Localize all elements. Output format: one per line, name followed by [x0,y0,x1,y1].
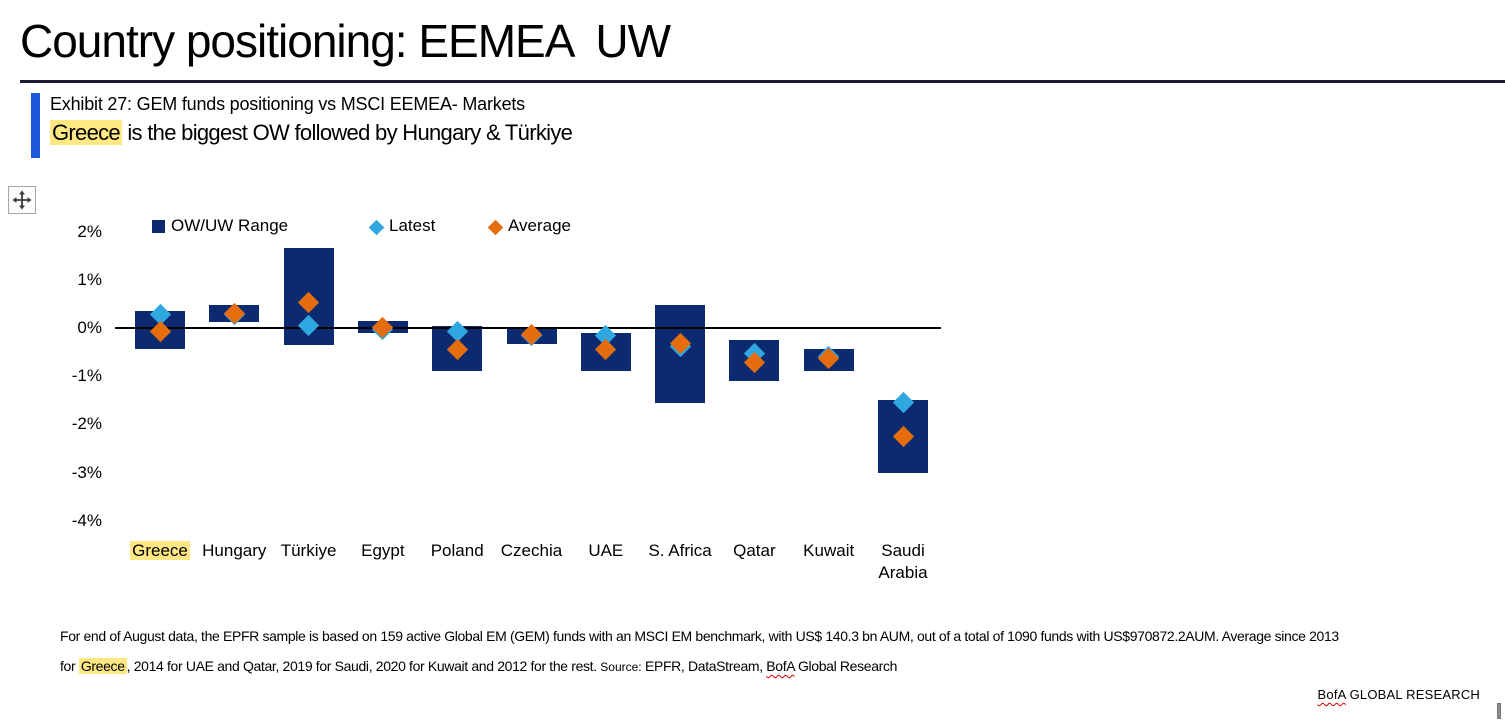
category-label: Türkiye [280,541,337,560]
page-title: Country positioning: EEMEA UW [20,15,671,67]
source-text: EPFR, DataStream, [644,658,767,674]
footnote-highlight: Greece [78,658,127,674]
exhibit-accent-bar [31,93,40,158]
y-axis-tick: 1% [77,269,102,289]
source-bofa: BofA [766,658,795,674]
move-handle[interactable] [8,186,36,214]
branding-rest: GLOBAL RESEARCH [1345,687,1480,702]
footnote-line2: for Greece, 2014 for UAE and Qatar, 2019… [60,657,897,676]
category-label: Saudi Arabia [878,541,928,582]
subtitle-rest: is the biggest OW followed by Hungary & … [121,120,573,145]
branding: BofA GLOBAL RESEARCH [1318,687,1480,702]
footnote-line1: For end of August data, the EPFR sample … [60,628,1339,644]
legend-label-average: Average [508,216,572,235]
y-axis-tick: -4% [71,510,102,530]
y-axis-tick: -2% [71,414,102,434]
category-label: Qatar [733,541,776,560]
category-label: Egypt [361,541,405,560]
average-marker [372,316,394,338]
y-axis-tick: -3% [71,462,102,482]
category-label: Poland [430,541,484,560]
legend-swatch-average [487,219,504,236]
move-arrows-icon [11,189,33,211]
footnote-text: , 2014 for UAE and Qatar, 2019 for Saudi… [126,658,601,674]
y-axis-tick: 2% [77,221,102,241]
legend-label-latest: Latest [389,216,436,235]
scrollbar-icon[interactable] [1497,703,1501,719]
legend-label-range: OW/UW Range [171,216,289,235]
chart-area: OW/UW Range Latest Average 2% 1% 0% -1% -2% -… [0,200,1000,600]
category-label: Hungary [202,541,267,560]
category-label: Kuwait [803,541,855,560]
branding-bofa: BofA [1317,687,1346,702]
exhibit-title: Exhibit 27: GEM funds positioning vs MSC… [50,94,525,114]
source-label: Source: [600,660,645,674]
legend-swatch-range [152,220,165,233]
subtitle-highlight: Greece [50,120,122,145]
category-highlight: Greece [130,541,190,560]
category-label: UAE [588,541,624,560]
y-axis-tick: -1% [71,366,102,386]
title-divider [20,80,1505,83]
exhibit-subtitle: Greece is the biggest OW followed by Hun… [50,120,573,146]
legend-swatch-latest [368,219,385,236]
category-label: Czechia [500,541,563,560]
footnote-text: for [60,658,79,674]
category-label: S. Africa [648,541,712,560]
y-axis-tick: 0% [77,318,102,337]
category-label: Greece [121,540,199,562]
source-text: Global Research [794,658,898,674]
